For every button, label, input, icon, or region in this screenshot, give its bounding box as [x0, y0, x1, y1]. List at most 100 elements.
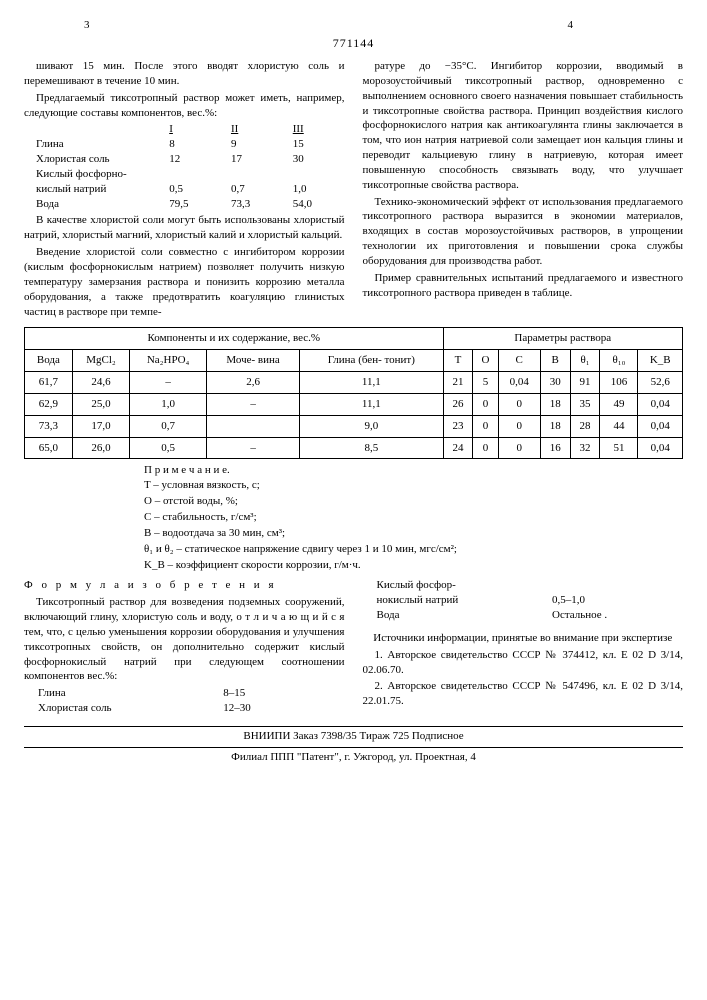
comp-cell: кислый натрий: [36, 182, 159, 197]
comp-cell: 12: [169, 152, 221, 167]
comp-header: [36, 122, 159, 137]
data-table: Компоненты и их содержание, вес.%Парамет…: [24, 327, 683, 459]
table-cell: 0,04: [638, 437, 683, 459]
table-cell: 23: [443, 415, 473, 437]
table-cell: 18: [540, 415, 570, 437]
table-col-header: Глина (бен- тонит): [300, 350, 443, 372]
table-cell: 0: [498, 437, 540, 459]
comp-cell: 73,3: [231, 197, 283, 212]
table-cell: 9,0: [300, 415, 443, 437]
comp-cell: 0,5: [169, 182, 221, 197]
table-cell: 52,6: [638, 372, 683, 394]
comp-cell: 79,5: [169, 197, 221, 212]
table-cell: 16: [540, 437, 570, 459]
table-cell: 2,6: [207, 372, 300, 394]
table-cell: 18: [540, 393, 570, 415]
comp-cell: 9: [231, 137, 283, 152]
comp-cell: Глина: [36, 137, 159, 152]
table-cell: 11,1: [300, 372, 443, 394]
para: Пример сравнительных испытаний предлагае…: [363, 271, 684, 301]
doc-number: 771144: [24, 35, 683, 51]
table-cell: 5: [473, 372, 498, 394]
table-cell: 26: [443, 393, 473, 415]
range-cell: 12–30: [223, 701, 344, 716]
table-cell: 28: [570, 415, 600, 437]
table-group-header: Компоненты и их содержание, вес.%: [25, 328, 444, 350]
range-cell: Вода: [377, 608, 535, 623]
table-cell: 25,0: [72, 393, 129, 415]
range-cell: 8–15: [223, 686, 344, 701]
para: ратуре до −35°С. Ингибитор коррозии, вво…: [363, 59, 684, 193]
para: Технико-экономический эффект от использо…: [363, 195, 684, 269]
table-cell: –: [130, 372, 207, 394]
table-cell: 91: [570, 372, 600, 394]
table-cell: 0: [473, 415, 498, 437]
comp-cell: 15: [293, 137, 345, 152]
table-col-header: O: [473, 350, 498, 372]
range-cell: Хлористая соль: [38, 701, 205, 716]
page-num-right: 4: [568, 18, 574, 33]
formula-column: Ф о р м у л а и з о б р е т е н и я Тикс…: [24, 578, 345, 716]
sources-title: Источники информации, принятые во вниман…: [363, 631, 684, 646]
main-columns: шивают 15 мин. После этого вводят хлорис…: [24, 59, 683, 321]
left-column: шивают 15 мин. После этого вводят хлорис…: [24, 59, 345, 321]
table-col-header: B: [540, 350, 570, 372]
table-col-header: Na₂HPO₄: [130, 350, 207, 372]
table-cell: 73,3: [25, 415, 73, 437]
notes-label: П р и м е ч а н и е.: [144, 464, 230, 476]
note-line: θ₁ и θ₂ – статическое напряжение сдвигу …: [144, 542, 683, 557]
table-cell: 17,0: [72, 415, 129, 437]
range-cell: Кислый фосфор-: [377, 578, 535, 593]
footer-2: Филиал ППП "Патент", г. Ужгород, ул. Про…: [24, 747, 683, 765]
table-cell: 0: [473, 437, 498, 459]
table-notes: П р и м е ч а н и е. T – условная вязкос…: [144, 463, 683, 572]
range-cell: 0,5–1,0: [552, 593, 683, 608]
table-cell: 0: [473, 393, 498, 415]
table-cell: 0,04: [498, 372, 540, 394]
table-cell: 24,6: [72, 372, 129, 394]
note-line: C – стабильность, г/см³;: [144, 510, 683, 525]
table-group-header: Параметры раствора: [443, 328, 682, 350]
comp-cell: Хлористая соль: [36, 152, 159, 167]
table-col-header: θ₁₀: [600, 350, 638, 372]
table-cell: 51: [600, 437, 638, 459]
para: Предлагаемый тиксотропный раствор может …: [24, 91, 345, 121]
note-line: O – отстой воды, %;: [144, 494, 683, 509]
right-column: ратуре до −35°С. Ингибитор коррозии, вво…: [363, 59, 684, 321]
range-cell: Остальное .: [552, 608, 683, 623]
component-ranges: Глина 8–15 Хлористая соль 12–30: [38, 686, 345, 716]
comp-cell: Кислый фосфорно-: [36, 167, 159, 182]
para: Введение хлористой соли совместно с инги…: [24, 245, 345, 319]
table-cell: –: [207, 393, 300, 415]
comp-cell: [169, 167, 221, 182]
table-cell: 24: [443, 437, 473, 459]
table-cell: 26,0: [72, 437, 129, 459]
table-cell: 62,9: [25, 393, 73, 415]
comp-header: I: [169, 122, 221, 137]
range-cell: Глина: [38, 686, 205, 701]
table-cell: 0: [498, 393, 540, 415]
note-line: T – условная вязкость, с;: [144, 478, 683, 493]
table-cell: 106: [600, 372, 638, 394]
formula-title: Ф о р м у л а и з о б р е т е н и я: [24, 578, 345, 593]
sources-column: Кислый фосфор-нокислый натрий0,5–1,0Вода…: [363, 578, 684, 716]
table-cell: 32: [570, 437, 600, 459]
footer-1: ВНИИПИ Заказ 7398/35 Тираж 725 Подписное: [24, 726, 683, 744]
note-line: B – водоотдача за 30 мин, см³;: [144, 526, 683, 541]
table-col-header: Вода: [25, 350, 73, 372]
table-cell: 61,7: [25, 372, 73, 394]
comp-cell: 1,0: [293, 182, 345, 197]
table-cell: 65,0: [25, 437, 73, 459]
table-cell: 30: [540, 372, 570, 394]
table-cell: 0,5: [130, 437, 207, 459]
range-cell: [552, 578, 683, 593]
comp-cell: 8: [169, 137, 221, 152]
comp-cell: 30: [293, 152, 345, 167]
table-cell: 21: [443, 372, 473, 394]
source-item: 1. Авторское свидетельство СССР № 374412…: [363, 648, 684, 678]
comp-header: III: [293, 122, 345, 137]
comp-cell: Вода: [36, 197, 159, 212]
table-col-header: MgCl₂: [72, 350, 129, 372]
table-col-header: θ₁: [570, 350, 600, 372]
table-col-header: K_B: [638, 350, 683, 372]
